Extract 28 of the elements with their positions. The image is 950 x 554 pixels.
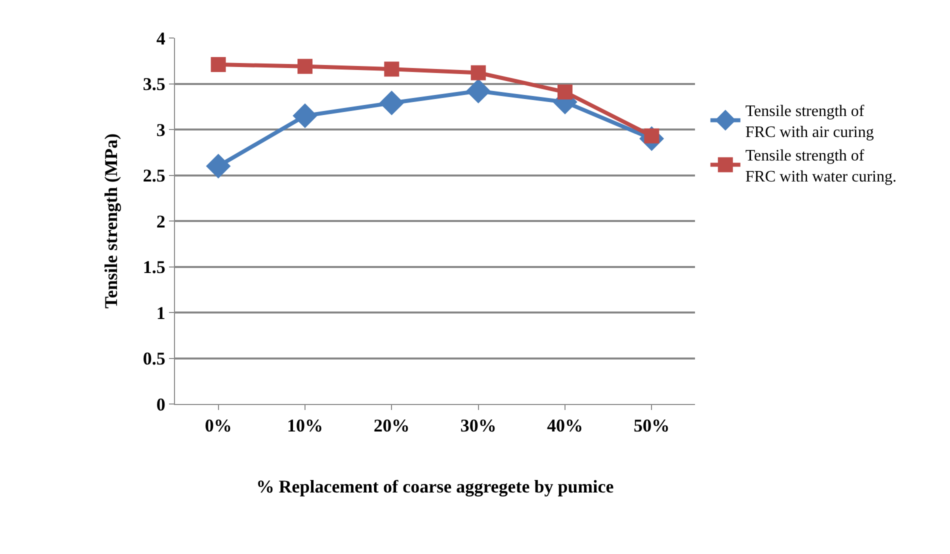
x-tick-label: 20% (374, 416, 410, 436)
y-tick-label: 3.5 (142, 74, 166, 94)
x-tick-label: 40% (547, 416, 583, 436)
point (379, 90, 404, 116)
y-tick-label: 4 (156, 28, 166, 48)
point (558, 84, 572, 100)
legend-label: Tensile strength of FRC with water curing. (745, 148, 896, 186)
y-tick-label: 0.5 (142, 348, 166, 369)
y-tick-label: 2.5 (142, 166, 166, 186)
y-tick-label: 1 (156, 302, 166, 323)
x-tick-label: 10% (287, 416, 323, 436)
x-tick-label: 50% (634, 416, 670, 436)
point (298, 58, 312, 74)
point (470, 65, 486, 80)
legend-label: Tensile strength of FRC with air curing (745, 103, 874, 141)
y-tick-label: 3 (156, 120, 166, 140)
y-tick-label: 2 (156, 211, 166, 232)
point (466, 78, 491, 104)
x-tick-label: 30% (460, 416, 496, 436)
y-tick-label: 0 (156, 394, 166, 414)
point (206, 154, 231, 178)
point (384, 62, 400, 77)
y-axis-title: Tensile strength (MPa) (101, 134, 122, 308)
x-tick-label: 0% (204, 416, 232, 436)
y-tick-label: 1.5 (142, 257, 166, 278)
point (210, 57, 226, 72)
x-axis-title: % Replacement of coarse aggregete by pumice (256, 476, 614, 497)
point (292, 103, 318, 128)
